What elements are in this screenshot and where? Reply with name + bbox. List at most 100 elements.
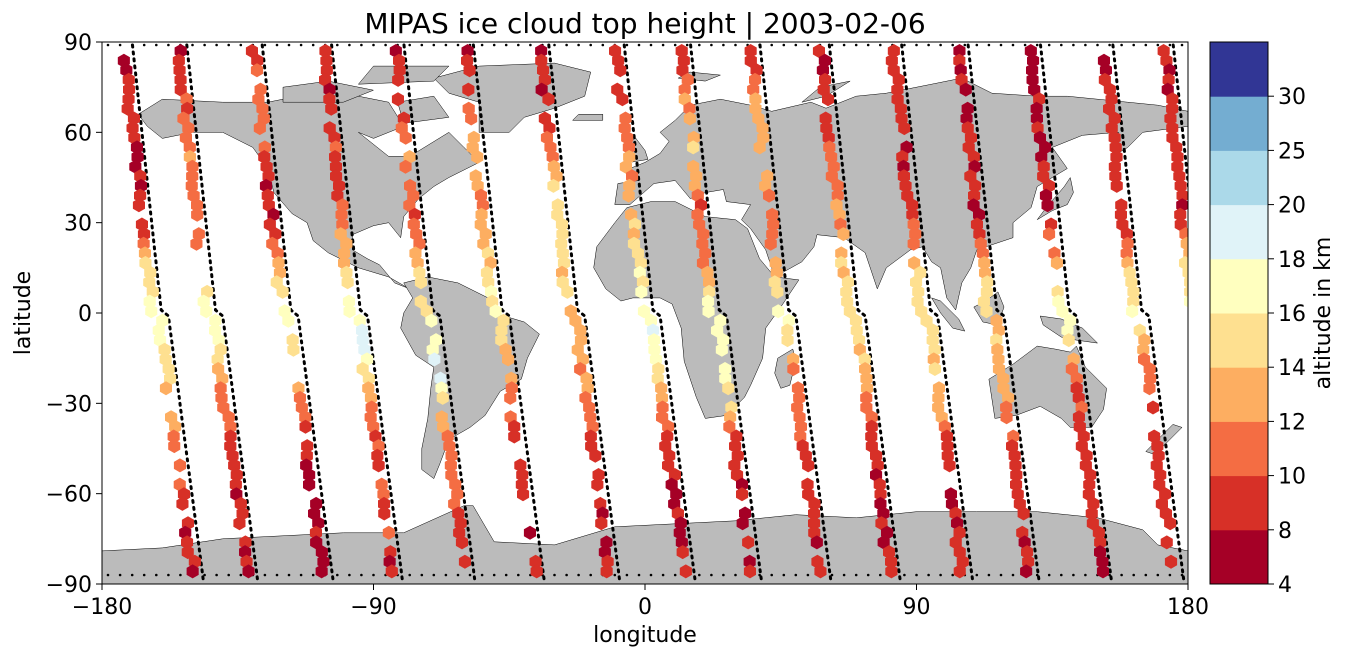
cloud-hexagon: [502, 352, 515, 367]
cloud-hexagon: [271, 246, 284, 261]
cloud-hexagon: [378, 506, 391, 521]
cloud-hexagon: [1154, 468, 1167, 482]
colorbar-segment: [1210, 529, 1268, 585]
cloud-hexagon: [781, 333, 794, 348]
cloud-hexagon: [425, 313, 438, 328]
colorbar-segment: [1210, 475, 1268, 531]
cloud-hexagon: [787, 352, 800, 367]
cloud-hexagon: [574, 362, 587, 376]
cloud-hexagon: [635, 284, 648, 299]
cloud-hexagon: [781, 323, 794, 338]
cloud-hexagon: [437, 419, 450, 434]
cloud-hexagon: [1086, 516, 1099, 531]
cloud-hexagon: [1000, 400, 1013, 415]
cloud-hexagon: [619, 111, 632, 126]
cloud-hexagon: [319, 44, 332, 58]
x-axis-label: longitude: [593, 623, 697, 648]
cloud-hexagon: [723, 419, 736, 434]
cloud-hexagon: [763, 188, 776, 203]
orbit-track-16: [1171, 43, 1188, 196]
cloud-hexagon: [200, 304, 213, 319]
track-point-south: [167, 573, 170, 577]
track-point-north: [673, 43, 677, 47]
track-point-north: [203, 43, 206, 47]
cloud-hexagon: [454, 516, 467, 531]
cloud-hexagon: [679, 564, 692, 579]
cloud-hexagon: [158, 342, 171, 357]
colorbar-tick-label: 8: [1278, 519, 1292, 544]
cloud-hexagon: [542, 92, 555, 107]
track-point-north: [939, 43, 942, 47]
track-point-north: [722, 43, 725, 47]
cloud-hexagon: [756, 121, 769, 136]
cloud-hexagon: [858, 352, 871, 367]
cloud-hexagon: [997, 381, 1010, 396]
cloud-hexagon: [764, 236, 777, 251]
track-point-north: [517, 43, 520, 47]
track-point-south: [1132, 573, 1135, 577]
cloud-hexagon: [224, 429, 237, 444]
cloud-hexagon: [771, 284, 784, 299]
cloud-hexagon: [717, 333, 730, 348]
cloud-hexagon: [1065, 362, 1078, 376]
cloud-hexagon: [627, 227, 640, 242]
cloud-hexagon: [1080, 448, 1093, 463]
cloud-hexagon: [1115, 198, 1128, 213]
track-point-south: [130, 573, 134, 577]
track-point-north: [987, 43, 991, 47]
cloud-hexagon: [377, 487, 390, 502]
cloud-hexagon: [1137, 342, 1150, 357]
cloud-hexagon: [1033, 130, 1046, 145]
orbit-track-5: [402, 43, 477, 583]
track-point-south: [637, 573, 641, 577]
cloud-hexagon: [819, 72, 832, 87]
track-point-north: [794, 43, 798, 47]
cloud-hexagon: [722, 381, 735, 396]
cloud-hexagon: [286, 333, 299, 348]
cloud-hexagon: [378, 496, 391, 511]
cloud-hexagon: [535, 82, 548, 97]
cloud-hexagon: [299, 419, 312, 434]
cloud-hexagon: [1109, 140, 1122, 155]
y-tick-label: −60: [46, 483, 92, 508]
orbit-track-11: [827, 43, 902, 583]
cloud-hexagon: [462, 82, 475, 97]
colorbar-segment: [1210, 96, 1268, 151]
track-point-south: [456, 573, 460, 577]
cloud-hexagon: [1153, 477, 1166, 492]
cloud-hexagon: [870, 448, 883, 463]
track-point-north: [420, 43, 424, 47]
cloud-hexagon: [920, 313, 933, 328]
colorbar-segment: [1210, 150, 1268, 206]
track-point-north: [432, 43, 436, 47]
cloud-hexagon: [865, 410, 878, 425]
cloud-hexagon: [949, 506, 962, 521]
track-point-south: [951, 573, 954, 577]
cloud-hexagon: [325, 101, 338, 116]
cloud-hexagon: [1120, 227, 1133, 242]
hexagon-layer: [117, 44, 1188, 579]
cloud-hexagon: [282, 313, 295, 328]
cloud-hexagon: [690, 169, 703, 184]
cloud-hexagon: [1144, 371, 1157, 386]
colorbar-tick-label: 20: [1278, 194, 1306, 219]
cloud-hexagon: [894, 101, 907, 116]
cloud-hexagon: [1000, 410, 1013, 425]
track-point-south: [698, 573, 701, 577]
cloud-hexagon: [276, 284, 289, 299]
track-point-south: [420, 573, 424, 577]
cloud-hexagon: [595, 516, 608, 531]
cloud-hexagon: [217, 400, 230, 415]
cloud-hexagon: [683, 111, 696, 126]
cloud-hexagon: [885, 564, 898, 579]
cloud-hexagon: [173, 63, 186, 78]
track-point-north: [263, 43, 267, 47]
cloud-hexagon: [356, 323, 369, 338]
cloud-hexagon: [546, 150, 559, 164]
cloud-hexagon: [250, 63, 264, 78]
cloud-hexagon: [239, 535, 252, 550]
cloud-hexagon: [569, 313, 582, 328]
cloud-hexagon: [808, 496, 821, 511]
cloud-hexagon: [696, 256, 709, 270]
cloud-hexagon: [177, 111, 190, 126]
